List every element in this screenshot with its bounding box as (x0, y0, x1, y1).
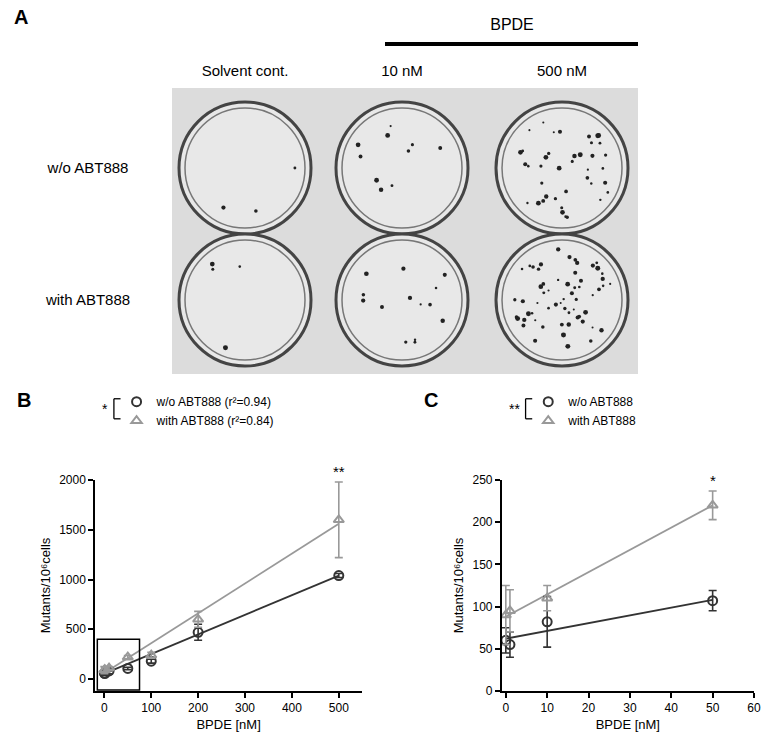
svg-text:Mutants/10⁶cells: Mutants/10⁶cells (38, 537, 53, 633)
svg-text:A: A (14, 6, 28, 28)
svg-text:150: 150 (472, 558, 492, 572)
svg-text:400: 400 (282, 701, 302, 715)
svg-text:w/o ABT888: w/o ABT888 (47, 159, 129, 176)
svg-text:0: 0 (502, 701, 509, 715)
svg-text:1000: 1000 (59, 573, 86, 587)
svg-text:60: 60 (747, 701, 761, 715)
svg-text:w/o ABT888 (r²=0.94): w/o ABT888 (r²=0.94) (156, 395, 271, 409)
svg-text:**: ** (333, 463, 345, 480)
svg-text:Mutants/10⁶cells: Mutants/10⁶cells (451, 537, 466, 633)
svg-text:10 nM: 10 nM (381, 62, 423, 79)
svg-text:500: 500 (329, 701, 349, 715)
svg-text:50: 50 (479, 642, 493, 656)
svg-text:w/o ABT888: w/o ABT888 (567, 395, 633, 409)
svg-text:100: 100 (472, 600, 492, 614)
svg-text:BPDE [nM]: BPDE [nM] (596, 717, 660, 732)
svg-text:**: ** (509, 401, 520, 417)
svg-text:with ABT888: with ABT888 (45, 291, 130, 308)
svg-text:2000: 2000 (59, 473, 86, 487)
svg-text:40: 40 (665, 701, 679, 715)
svg-text:100: 100 (141, 701, 161, 715)
svg-text:300: 300 (235, 701, 255, 715)
svg-text:1500: 1500 (59, 523, 86, 537)
svg-text:*: * (102, 401, 108, 417)
svg-text:500 nM: 500 nM (537, 62, 587, 79)
svg-text:0: 0 (79, 672, 86, 686)
svg-text:0: 0 (101, 701, 108, 715)
svg-text:BPDE: BPDE (490, 16, 534, 33)
svg-text:with ABT888: with ABT888 (567, 414, 636, 428)
svg-text:200: 200 (472, 515, 492, 529)
svg-text:with ABT888 (r²=0.84): with ABT888 (r²=0.84) (156, 414, 274, 428)
svg-text:0: 0 (486, 684, 493, 698)
svg-text:*: * (710, 472, 716, 489)
svg-text:200: 200 (188, 701, 208, 715)
svg-text:B: B (17, 389, 31, 411)
svg-text:50: 50 (706, 701, 720, 715)
svg-text:20: 20 (582, 701, 596, 715)
svg-text:10: 10 (541, 701, 555, 715)
svg-text:C: C (424, 389, 438, 411)
svg-text:250: 250 (472, 473, 492, 487)
svg-text:BPDE [nM]: BPDE [nM] (196, 717, 260, 732)
svg-text:500: 500 (66, 622, 86, 636)
svg-text:30: 30 (623, 701, 637, 715)
svg-text:Solvent cont.: Solvent cont. (202, 62, 289, 79)
